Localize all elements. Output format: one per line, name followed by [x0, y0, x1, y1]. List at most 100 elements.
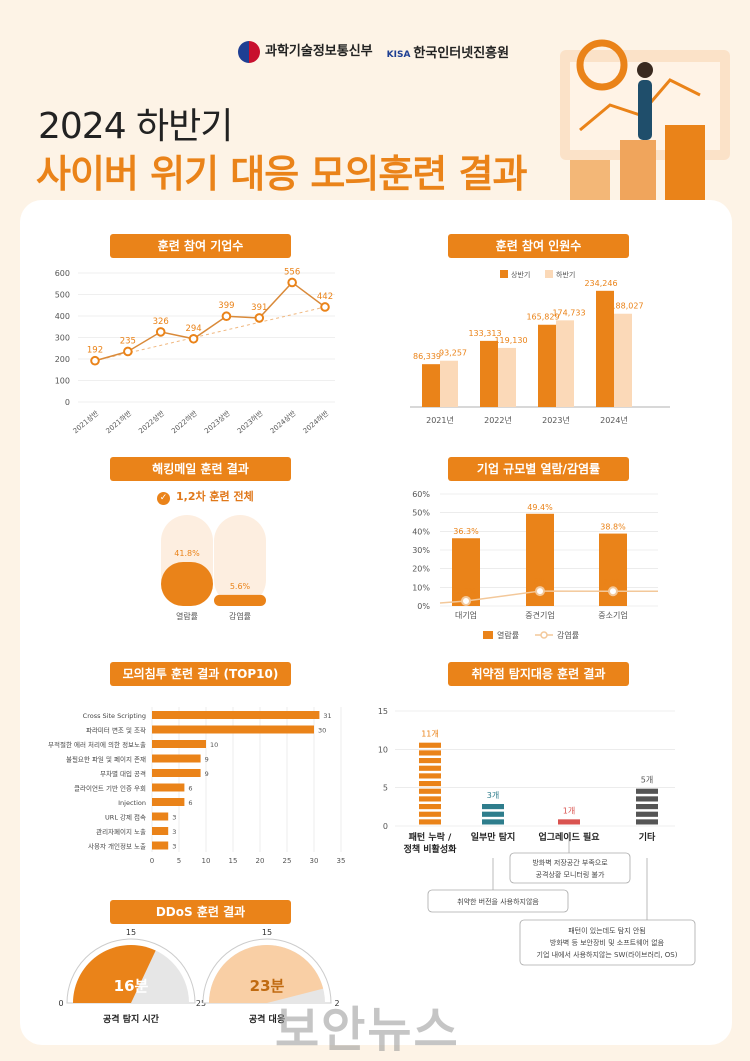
x-tick-label: 기타 [639, 831, 656, 843]
y-tick-label: 0 [383, 822, 388, 831]
agency-name: 한국인터넷진흥원 [413, 45, 510, 61]
bar [498, 347, 516, 407]
bar [152, 783, 185, 792]
bar-segment [558, 819, 580, 825]
bar-segment [419, 742, 441, 748]
gauge-tick: 0 [58, 999, 63, 1008]
data-point [608, 586, 618, 597]
bar-segment [419, 765, 441, 771]
data-label: 11개 [421, 729, 439, 739]
data-label: 294 [185, 324, 201, 334]
note-box [519, 919, 696, 966]
gauge-fill [73, 944, 156, 1003]
phishing-subtitle-text: 1,2차 훈련 전체 [176, 490, 254, 503]
bar [214, 594, 266, 606]
data-label: 165,829 [526, 313, 559, 322]
section-title-pentest: 모의침투 훈련 결과 (TOP10) [110, 662, 291, 686]
legend-swatch [545, 270, 553, 278]
data-label: 174,733 [552, 308, 585, 317]
gauge-tick: 2 [334, 999, 339, 1008]
bar [152, 769, 201, 777]
bar-segment [419, 804, 441, 810]
data-point [254, 313, 265, 323]
bar-segment [636, 811, 658, 817]
data-label: 41.8% [174, 549, 200, 558]
data-label: 234,246 [584, 279, 617, 288]
x-tick-label: 2023년 [542, 415, 570, 425]
data-point [320, 302, 330, 312]
y-tick-label: 500 [55, 291, 70, 300]
legend-label: 상반기 [511, 270, 530, 279]
legend-swatch [483, 631, 493, 639]
data-label: 1개 [563, 805, 575, 815]
x-tick-label: 감염률 [229, 611, 251, 621]
data-label: 391 [251, 303, 267, 313]
y-tick-label: 10% [412, 583, 430, 592]
section-title-participants: 훈련 참여 인원수 [448, 234, 629, 258]
data-label: 3개 [487, 790, 499, 800]
gauge-label: 공격 대응 [249, 1013, 285, 1025]
x-tick-label: 중소기업 [598, 611, 627, 620]
x-tick-label: 정책 비활성화 [404, 843, 458, 855]
header: 과학기술정보통신부 KISA 한국인터넷진흥원 2024 하반기 사이버 위기 대… [0, 0, 750, 205]
x-tick-label: 열람률 [176, 612, 198, 621]
bar [452, 538, 480, 606]
y-tick-label: 300 [55, 334, 70, 343]
phishing-subtitle: ✓ 1,2차 훈련 전체 [157, 488, 254, 505]
y-tick-label: 400 [55, 312, 70, 321]
gauge-tick: 25 [196, 999, 206, 1008]
page-title-year: 2024 하반기 [38, 106, 233, 147]
bar-segment [419, 758, 441, 764]
y-tick-label: 무차별 대입 공격 [100, 769, 146, 778]
data-label: 9 [205, 756, 209, 764]
x-tick-label: 0 [150, 857, 154, 865]
ministry-name: 과학기술정보통신부 [265, 44, 373, 59]
x-tick-label: 20 [256, 857, 265, 865]
data-label: 7.9% [603, 577, 624, 586]
x-tick-label: 2022상반 [137, 408, 167, 435]
data-label: 93,257 [439, 349, 467, 358]
y-tick-label: 60% [412, 490, 430, 499]
note-text: 패턴이 있는데도 탐지 안됨 [568, 926, 646, 935]
data-label: 3 [172, 843, 176, 851]
x-tick-label: 10 [202, 857, 211, 865]
data-label: 5개 [641, 775, 653, 785]
section-title-vuln: 취약점 탐지대응 훈련 결과 [448, 662, 629, 686]
bar-segment [482, 811, 504, 817]
bar [538, 324, 556, 407]
gauge-tick: 15 [262, 928, 272, 937]
note-box [427, 889, 569, 913]
bar [596, 290, 614, 407]
x-tick-label: 2021하반 [104, 408, 134, 435]
data-point [90, 355, 100, 366]
x-tick-label: 2022하반 [170, 408, 200, 435]
bar-segment [419, 811, 441, 817]
data-label: 10 [210, 741, 218, 749]
bar [152, 812, 169, 821]
bar [152, 754, 201, 763]
x-tick-label: 패턴 누락 / [409, 831, 452, 843]
gauge-value: 16분 [114, 977, 149, 995]
bar-segment [419, 773, 441, 779]
bar-segment [419, 819, 441, 825]
ministry-logo: 과학기술정보통신부 [238, 40, 373, 63]
note-box [509, 852, 631, 884]
bar [152, 827, 169, 835]
data-label: 556 [284, 267, 300, 277]
y-tick-label: 20% [412, 565, 430, 574]
data-label: 188,027 [610, 302, 643, 311]
bar [480, 340, 498, 407]
x-tick-label: 2023상반 [202, 408, 232, 435]
y-tick-label: 5 [383, 784, 388, 793]
data-label: 6 [188, 799, 192, 807]
bar-segment [482, 804, 504, 810]
section-title-company-size: 기업 규모별 열람/감염률 [448, 457, 629, 481]
gauge-tick: 15 [126, 928, 136, 937]
logo-row: 과학기술정보통신부 KISA 한국인터넷진흥원 [238, 40, 509, 63]
data-label: 31 [323, 712, 331, 720]
y-tick-label: 600 [55, 269, 70, 278]
legend-swatch [540, 631, 548, 639]
y-tick-label: 클라이언트 기반 인증 우회 [74, 784, 146, 793]
legend-swatch [500, 270, 508, 278]
